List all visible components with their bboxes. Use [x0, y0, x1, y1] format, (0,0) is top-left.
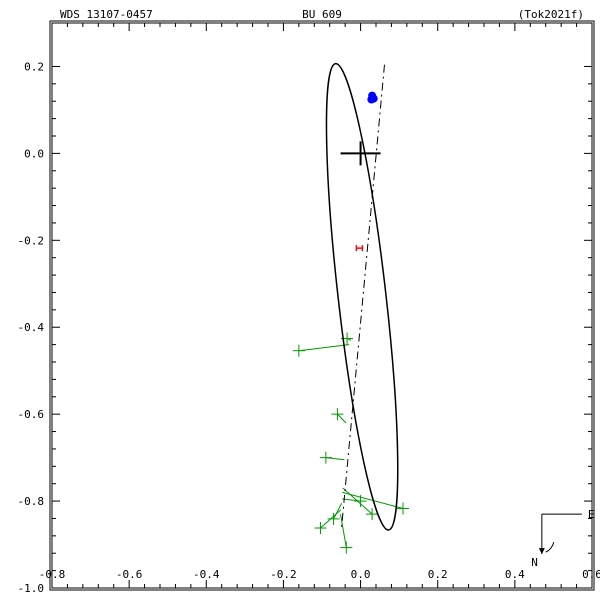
compass-e-label: E: [588, 508, 595, 521]
y-tick-label: 0.0: [24, 147, 44, 160]
x-tick-label: 0.2: [428, 568, 448, 581]
y-tick-label: -1.0: [18, 582, 45, 595]
compass-n-label: N: [531, 556, 538, 569]
x-tick-label: -0.4: [193, 568, 220, 581]
title-right: (Tok2021f): [518, 8, 584, 21]
x-tick-label: -0.8: [39, 568, 66, 581]
y-tick-label: 0.2: [24, 60, 44, 73]
orbit-chart: -1.0-0.8-0.6-0.4-0.20.00.2-0.8-0.6-0.4-0…: [0, 0, 600, 600]
x-tick-label: 0.0: [351, 568, 371, 581]
y-tick-label: -0.2: [18, 234, 45, 247]
title-center: BU 609: [302, 8, 342, 21]
x-tick-label: -0.6: [116, 568, 143, 581]
x-tick-label: 0.4: [505, 568, 525, 581]
x-tick-label: 0.6: [582, 568, 600, 581]
y-tick-label: -0.4: [18, 321, 45, 334]
title-left: WDS 13107-0457: [60, 8, 153, 21]
y-tick-label: -0.6: [18, 408, 45, 421]
x-tick-label: -0.2: [270, 568, 297, 581]
y-tick-label: -0.8: [18, 495, 45, 508]
blue-point: [367, 95, 375, 103]
